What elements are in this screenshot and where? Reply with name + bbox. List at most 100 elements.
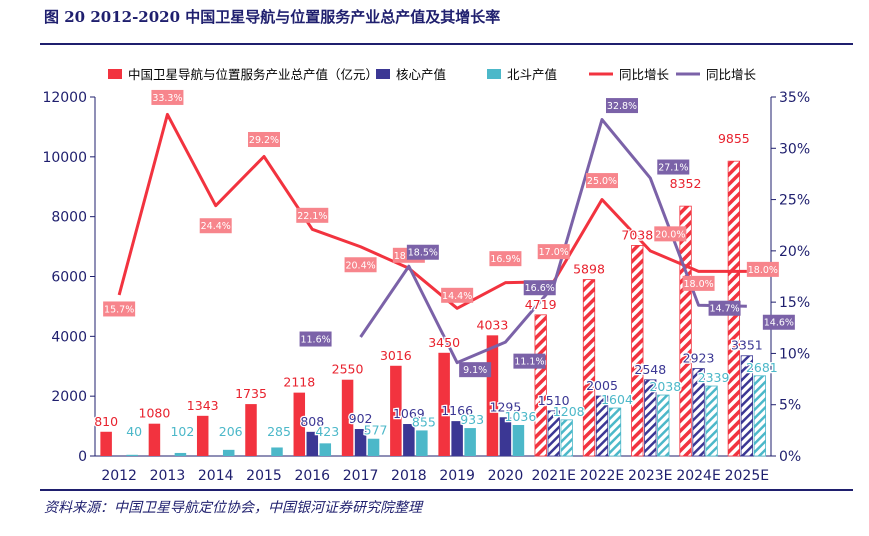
legend-label-4: 同比增长 xyxy=(706,67,757,82)
line-label-1-6: 18.5% xyxy=(408,248,438,259)
bar-label-1-5: 902 xyxy=(349,411,373,426)
bar-1-4 xyxy=(306,431,319,456)
bar-0-12 xyxy=(679,205,692,457)
bar-2-11 xyxy=(657,394,670,457)
bar-label-1-7: 1166 xyxy=(441,403,473,418)
bar-0-6 xyxy=(390,365,402,456)
x-tick-label-6: 2018 xyxy=(391,468,427,484)
bar-label-2-8: 1036 xyxy=(505,409,537,424)
y-tick-label-left-2: 4000 xyxy=(51,329,87,345)
bar-0-5 xyxy=(341,379,354,456)
bar-0-1 xyxy=(148,423,161,456)
bar-label-2-3: 285 xyxy=(267,424,291,439)
legend-label-3: 同比增长 xyxy=(619,67,670,82)
bar-label-0-10: 5898 xyxy=(573,262,605,277)
line-label-0-11: 20.0% xyxy=(655,229,685,240)
source-note: 资料来源：中国卫星导航定位协会，中国银河证券研究院整理 xyxy=(44,500,422,516)
x-tick-label-7: 2019 xyxy=(439,468,475,484)
bar-label-2-7: 933 xyxy=(460,412,484,427)
bar-2-4 xyxy=(319,443,332,456)
bar-label-2-12: 2339 xyxy=(698,370,730,385)
line-label-box-0-12 xyxy=(682,275,715,291)
line-label-box-1-8 xyxy=(513,353,546,369)
bar-label-1-8: 1295 xyxy=(490,399,522,414)
bar-label-1-11: 2548 xyxy=(634,362,666,377)
bar-2-10 xyxy=(608,407,622,457)
line-label-box-0-2 xyxy=(199,218,232,234)
line-label-1-10: 32.8% xyxy=(607,101,637,112)
line-label-box-0-11 xyxy=(654,226,687,242)
bar-label-1-12: 2923 xyxy=(683,351,715,366)
legend-swatch-1 xyxy=(376,69,390,79)
data-labels: 810 1080 1343 1735 2118 2550 3016 3450 4033 4719 5… xyxy=(93,89,795,440)
bar-label-0-4: 2118 xyxy=(283,375,315,390)
bar-label-2-13: 2681 xyxy=(746,360,778,375)
bar-0-8 xyxy=(486,335,499,456)
legend-swatch-2 xyxy=(487,69,501,79)
bar-0-2 xyxy=(196,415,209,456)
line-label-1-11: 27.1% xyxy=(658,163,688,174)
line-label-box-0-8 xyxy=(489,251,522,267)
line-label-1-9: 16.6% xyxy=(525,283,555,294)
x-tick-label-12: 2024E xyxy=(676,468,720,484)
bar-label-1-6: 1069 xyxy=(393,406,425,421)
bar-label-2-11: 2038 xyxy=(649,379,681,394)
line-label-0-9: 17.0% xyxy=(539,247,569,258)
bar-label-1-10: 2005 xyxy=(586,378,618,393)
bar-label-0-5: 2550 xyxy=(332,362,364,377)
legend-label-2: 北斗产值 xyxy=(507,67,557,82)
y-tick-label-right-7: 35% xyxy=(779,90,810,106)
y-tick-label-left-5: 10000 xyxy=(42,150,87,166)
y-tick-label-left-6: 12000 xyxy=(42,90,87,106)
line-label-0-8: 16.9% xyxy=(490,254,520,265)
bar-0-9 xyxy=(534,314,547,457)
line-label-box-0-4 xyxy=(296,207,329,223)
line-0 xyxy=(117,112,747,310)
y-tick-label-right-0: 0% xyxy=(779,449,801,465)
bar-2-5 xyxy=(367,438,380,456)
bar-label-0-7: 3450 xyxy=(428,335,460,350)
x-tick-label-8: 2020 xyxy=(488,468,524,484)
bar-label-0-13: 9855 xyxy=(718,131,750,146)
title-rule xyxy=(40,43,853,45)
bar-1-12 xyxy=(692,368,705,457)
x-tick-label-5: 2017 xyxy=(343,468,379,484)
line-label-box-0-5 xyxy=(344,257,377,273)
line-label-box-1-10 xyxy=(606,98,638,114)
bar-label-0-6: 3016 xyxy=(380,348,412,363)
line-label-box-1-6 xyxy=(406,244,439,260)
bar-2-0 xyxy=(126,454,138,456)
bar-0-0 xyxy=(100,431,112,456)
bar-label-0-9: 4719 xyxy=(525,297,557,312)
x-tick-label-0: 2012 xyxy=(101,468,137,484)
legend: 中国卫星导航与位置服务产业总产值（亿元） 核心产值 北斗产值 同比增长 同比增长 xyxy=(108,67,757,82)
line-label-box-0-0 xyxy=(103,301,136,317)
bar-label-2-5: 577 xyxy=(364,423,388,438)
bar-0-7 xyxy=(438,352,450,456)
bar-label-0-0: 810 xyxy=(94,414,118,429)
bar-2-2 xyxy=(222,449,235,456)
line-label-box-1-13 xyxy=(762,314,795,330)
y-tick-label-right-3: 15% xyxy=(779,295,810,311)
bar-label-2-0: 40 xyxy=(126,424,142,439)
x-tick-label-1: 2013 xyxy=(150,468,186,484)
x-tick-label-3: 2015 xyxy=(246,468,282,484)
y-tick-label-right-2: 10% xyxy=(779,346,810,362)
bar-1-8 xyxy=(499,417,512,456)
x-tick-label-2: 2014 xyxy=(198,468,234,484)
bar-label-0-1: 1080 xyxy=(139,406,171,421)
bar-1-6 xyxy=(403,424,415,456)
y-tick-label-left-3: 6000 xyxy=(51,270,87,286)
x-tick-label-4: 2016 xyxy=(294,468,330,484)
line-label-1-7: 9.1% xyxy=(463,365,487,376)
line-label-1-12: 14.7% xyxy=(709,304,739,315)
line-label-box-0-9 xyxy=(537,244,570,260)
x-tick-label-10: 2022E xyxy=(580,468,624,484)
bar-label-1-9: 1510 xyxy=(538,393,570,408)
x-tick-label-11: 2023E xyxy=(628,468,672,484)
line-label-1-8: 11.1% xyxy=(514,357,544,368)
bar-label-0-11: 7038 xyxy=(621,227,653,242)
legend-swatch-0 xyxy=(108,69,122,79)
y-tick-label-right-5: 25% xyxy=(779,193,810,209)
bar-0-11 xyxy=(631,245,644,457)
